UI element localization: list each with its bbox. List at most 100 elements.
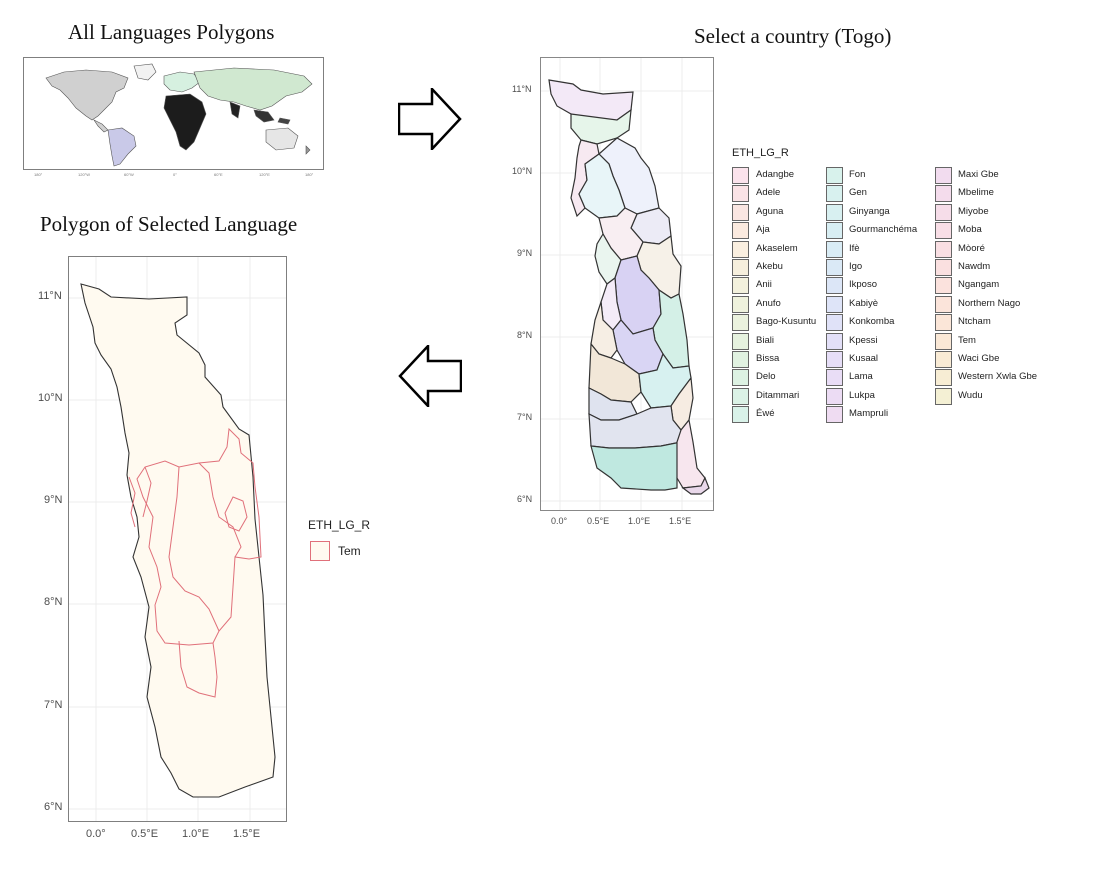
legend-swatch — [826, 167, 843, 184]
legend-label: Aja — [756, 224, 770, 235]
selected-y-tick: 10°N — [38, 392, 63, 404]
legend-label: Akebu — [756, 261, 783, 272]
legend-swatch — [732, 406, 749, 423]
togo-country-outline — [80, 283, 276, 798]
legend-swatch — [935, 241, 952, 258]
left-arrow-icon — [398, 345, 462, 407]
legend-swatch — [935, 369, 952, 386]
legend-label: Nawdm — [958, 261, 991, 272]
togo-legend-title: ETH_LG_R — [732, 147, 789, 159]
legend-swatch — [826, 204, 843, 221]
legend-swatch — [935, 296, 952, 313]
world-x-tick: 180° — [305, 172, 314, 177]
legend-label: Delo — [756, 371, 776, 382]
right-arrow-icon — [398, 88, 462, 150]
legend-swatch — [935, 388, 952, 405]
togo-y-tick: 10°N — [512, 166, 533, 176]
togo-y-tick: 8°N — [517, 330, 533, 340]
legend-label: Gourmanchéma — [849, 224, 918, 235]
togo-x-tick: 0.0° — [551, 516, 568, 526]
legend-swatch — [732, 222, 749, 239]
legend-label: Ifè — [849, 243, 860, 254]
legend-swatch — [732, 167, 749, 184]
legend-label: Éwé — [756, 408, 775, 419]
legend-swatch — [826, 388, 843, 405]
selected-x-tick: 0.0° — [86, 828, 106, 840]
legend-swatch — [732, 259, 749, 276]
legend-label: Mbelime — [958, 187, 994, 198]
legend-swatch-tem — [310, 541, 330, 561]
tem-language-polygon — [128, 427, 262, 698]
legend-swatch — [935, 167, 952, 184]
legend-label: Ginyanga — [849, 206, 890, 217]
legend-label: Ngangam — [958, 279, 1000, 290]
world-map-panel — [23, 57, 324, 170]
legend-label: Konkomba — [849, 316, 895, 327]
legend-label: Biali — [756, 335, 774, 346]
legend-label: Aguna — [756, 206, 784, 217]
selected-y-tick: 8°N — [44, 596, 63, 608]
selected-y-tick: 9°N — [44, 494, 63, 506]
legend-swatch — [826, 351, 843, 368]
legend-swatch — [732, 296, 749, 313]
legend-label: Bago-Kusuntu — [756, 316, 817, 327]
legend-swatch — [826, 277, 843, 294]
legend-swatch — [732, 185, 749, 202]
legend-swatch — [732, 277, 749, 294]
legend-label: Tem — [958, 335, 976, 346]
selected-panel-title: Polygon of Selected Language — [40, 212, 298, 236]
selected-y-tick: 6°N — [44, 801, 63, 813]
selected-y-tick: 7°N — [44, 699, 63, 711]
legend-swatch — [732, 351, 749, 368]
legend-label: Wudu — [958, 390, 983, 401]
legend-swatch — [732, 204, 749, 221]
selected-map-panel — [68, 256, 287, 822]
legend-label: Kabiyè — [849, 298, 879, 309]
legend-swatch — [935, 277, 952, 294]
togo-panel-title: Select a country (Togo) — [694, 24, 892, 48]
legend-swatch — [826, 406, 843, 423]
legend-label: Mòoré — [958, 243, 985, 254]
legend-swatch — [935, 185, 952, 202]
legend-label: Maxi Gbe — [958, 169, 999, 180]
legend-swatch — [826, 222, 843, 239]
selected-y-tick: 11°N — [38, 290, 62, 302]
legend-label: Mampruli — [849, 408, 889, 419]
legend-label: Gen — [849, 187, 867, 198]
legend-swatch — [826, 369, 843, 386]
legend-label: Fon — [849, 169, 866, 180]
legend-swatch — [935, 333, 952, 350]
legend-label: Igo — [849, 261, 863, 272]
world-map — [45, 63, 313, 167]
legend-label: Lama — [849, 371, 873, 382]
legend-swatch — [935, 314, 952, 331]
legend-label: Ditammari — [756, 390, 800, 401]
legend-label: Anufo — [756, 298, 781, 309]
legend-swatch — [826, 259, 843, 276]
legend-swatch — [935, 259, 952, 276]
world-x-tick: 60°W — [124, 172, 134, 177]
legend-label: Lukpa — [849, 390, 875, 401]
legend-swatch — [732, 388, 749, 405]
togo-y-tick: 11°N — [512, 84, 532, 94]
legend-swatch — [732, 333, 749, 350]
legend-swatch — [826, 296, 843, 313]
legend-label-tem: Tem — [338, 544, 361, 558]
legend-swatch — [935, 222, 952, 239]
world-x-tick: 60°E — [214, 172, 223, 177]
selected-x-tick: 1.0°E — [182, 828, 210, 840]
legend-label: Western Xwla Gbe — [958, 371, 1038, 382]
legend-label: Kpessi — [849, 335, 878, 346]
selected-language-map — [69, 257, 286, 821]
legend-swatch — [826, 241, 843, 258]
world-x-tick: 120°W — [78, 172, 91, 177]
togo-y-tick: 6°N — [517, 494, 533, 504]
legend-label: Adele — [756, 187, 781, 198]
legend-label: Kusaal — [849, 353, 879, 364]
legend-label: Moba — [958, 224, 982, 235]
togo-map — [541, 58, 713, 510]
legend-label: Akaselem — [756, 243, 798, 254]
legend-swatch — [826, 314, 843, 331]
togo-y-tick: 7°N — [517, 412, 533, 422]
legend-swatch — [826, 333, 843, 350]
